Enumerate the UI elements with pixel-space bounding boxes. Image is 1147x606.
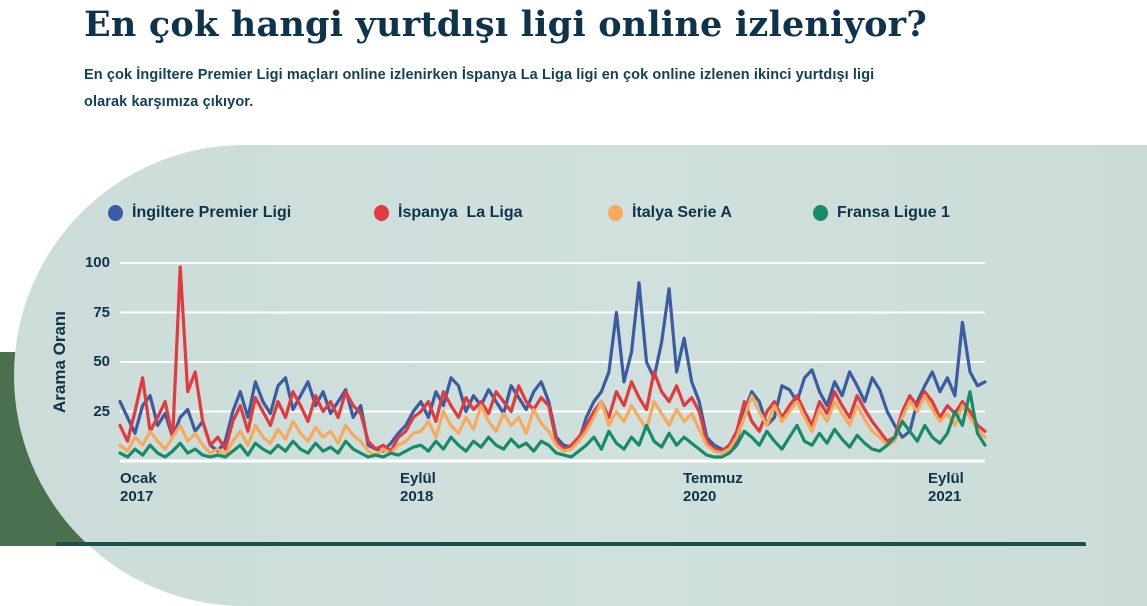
x-tick-year: 2020 — [683, 488, 717, 505]
legend-dot-icon — [108, 205, 123, 221]
x-tick-month: Eylül — [400, 470, 436, 487]
legend-item-3: İtalya Serie A — [608, 204, 732, 222]
chart-legend: İngiltere Premier Ligi İspanya La Liga İta… — [0, 204, 1147, 224]
bottom-edge-strip — [56, 542, 1086, 546]
y-tick-label: 75 — [93, 303, 110, 321]
x-tick-month: Eylül — [928, 470, 964, 487]
legend-dot-icon — [374, 205, 389, 221]
infographic-canvas: En çok hangi yurtdışı ligi online izleni… — [0, 4, 1147, 606]
x-tick-label: Eylül 2021 — [928, 470, 964, 506]
x-tick-month: Ocak — [120, 470, 157, 487]
legend-dot-icon — [608, 205, 623, 221]
y-tick-label: 50 — [93, 353, 110, 370]
y-tick-label: 100 — [84, 254, 110, 271]
x-tick-year: 2018 — [400, 488, 434, 505]
legend-label: Fransa Ligue 1 — [837, 204, 950, 221]
y-tick-label: 25 — [93, 402, 110, 420]
legend-dot-icon — [813, 205, 828, 221]
subtitle-line-2: olarak karşımıza çıkıyor. — [84, 94, 254, 110]
x-tick-year: 2021 — [928, 488, 962, 505]
x-tick-label: Temmuz 2020 — [683, 470, 743, 506]
subtitle: En çok İngiltere Premier Ligi maçları on… — [84, 62, 874, 116]
x-tick-label: Eylül 2018 — [400, 470, 436, 506]
legend-label: İspanya La Liga — [398, 204, 523, 221]
legend-label: İngiltere Premier Ligi — [132, 204, 292, 221]
legend-item-4: Fransa Ligue 1 — [813, 204, 950, 222]
legend-item-1: İngiltere Premier Ligi — [108, 204, 291, 222]
x-tick-month: Temmuz — [683, 470, 743, 487]
x-tick-label: Ocak 2017 — [120, 470, 157, 506]
x-tick-year: 2017 — [120, 488, 154, 505]
legend-label: İtalya Serie A — [632, 204, 732, 221]
page-title: En çok hangi yurtdışı ligi online izleni… — [84, 4, 928, 45]
subtitle-line-1: En çok İngiltere Premier Ligi maçları on… — [84, 67, 875, 83]
legend-item-2: İspanya La Liga — [374, 204, 522, 222]
